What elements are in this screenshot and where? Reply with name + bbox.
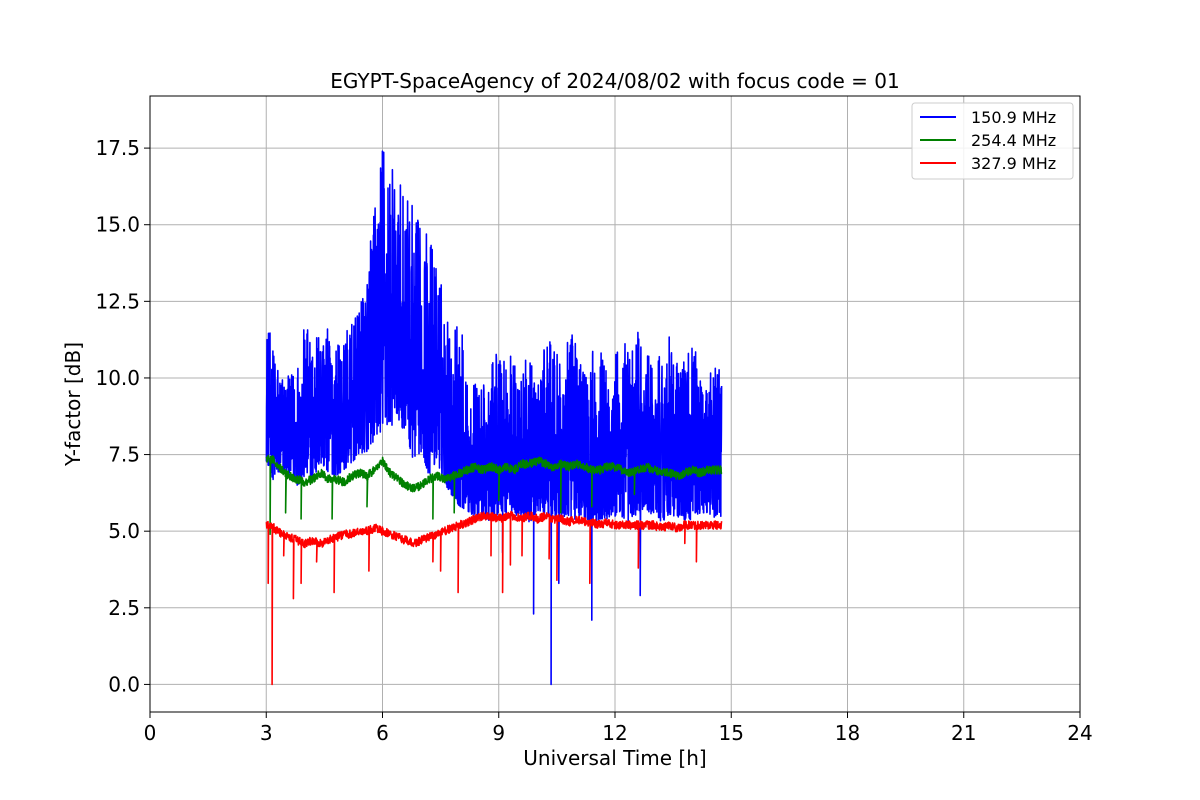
series-line bbox=[265, 454, 723, 535]
x-tick-label: 24 bbox=[1067, 721, 1092, 745]
legend-label: 150.9 MHz bbox=[971, 108, 1056, 127]
legend-label: 254.4 MHz bbox=[971, 131, 1056, 150]
y-axis-label: Y-factor [dB] bbox=[61, 342, 85, 467]
x-tick-label: 9 bbox=[492, 721, 505, 745]
x-tick-label: 18 bbox=[835, 721, 860, 745]
legend-label: 327.9 MHz bbox=[971, 154, 1056, 173]
x-tick-label: 3 bbox=[260, 721, 273, 745]
x-tick-label: 6 bbox=[376, 721, 389, 745]
x-tick-label: 12 bbox=[602, 721, 627, 745]
x-tick-label: 0 bbox=[144, 721, 157, 745]
y-tick-label: 15.0 bbox=[95, 213, 140, 237]
series-line bbox=[265, 510, 723, 686]
x-axis: 0 3 6 9 12 15 18 21 24 bbox=[144, 712, 1093, 745]
x-axis-label: Universal Time [h] bbox=[523, 746, 706, 770]
legend-box bbox=[911, 102, 1074, 180]
y-tick-label: 5.0 bbox=[108, 519, 140, 543]
y-tick-label: 10.0 bbox=[95, 366, 140, 390]
y-tick-label: 17.5 bbox=[95, 136, 140, 160]
y-tick-label: 2.5 bbox=[108, 596, 140, 620]
y-axis: 0.0 2.5 5.0 7.5 10.0 12.5 15.0 17.5 bbox=[95, 136, 150, 696]
y-tick-label: 0.0 bbox=[108, 672, 140, 696]
y-tick-label: 7.5 bbox=[108, 443, 140, 467]
legend: 150.9 MHz 254.4 MHz 327.9 MHz bbox=[911, 102, 1074, 180]
series-layer bbox=[265, 150, 723, 686]
chart-title: EGYPT-SpaceAgency of 2024/08/02 with foc… bbox=[330, 69, 899, 93]
y-tick-label: 12.5 bbox=[95, 289, 140, 313]
x-tick-label: 15 bbox=[719, 721, 744, 745]
x-tick-label: 21 bbox=[951, 721, 976, 745]
